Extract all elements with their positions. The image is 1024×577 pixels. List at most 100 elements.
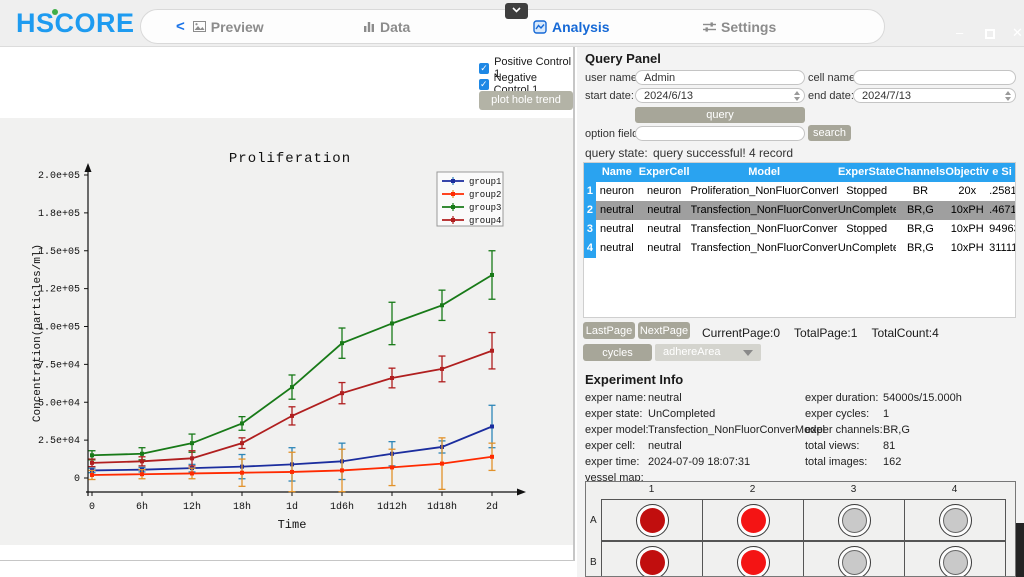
column-header[interactable]: Model	[748, 166, 781, 178]
bar-chart-icon	[364, 21, 374, 32]
svg-text:group3: group3	[469, 203, 501, 213]
table-cell: Transfection_NonFluorConverModel	[690, 242, 838, 254]
table-cell: neutral	[647, 223, 681, 235]
plot-hole-trend-button[interactable]: plot hole trend	[479, 91, 573, 110]
maximize-button[interactable]	[985, 29, 995, 39]
svg-text:1d18h: 1d18h	[427, 501, 457, 513]
end-date-input[interactable]	[853, 88, 1016, 103]
query-panel-title: Query Panel	[585, 51, 661, 66]
column-header[interactable]: e Si	[992, 166, 1012, 178]
collapse-menu-button[interactable]	[505, 3, 528, 19]
column-header[interactable]: Channels	[895, 166, 946, 178]
user-name-input[interactable]	[635, 70, 805, 85]
next-page-button[interactable]: NextPage	[638, 322, 690, 339]
svg-text:group1: group1	[469, 177, 501, 187]
cycles-button[interactable]: cycles	[583, 344, 652, 361]
well-fill	[942, 549, 968, 575]
table-cell: 10xPH	[950, 223, 984, 235]
adhere-area-select[interactable]: adhereArea	[655, 344, 761, 361]
positive-control-checkbox[interactable]: ✓ Positive Control 1	[479, 56, 573, 80]
info-label: exper time:	[585, 456, 640, 468]
status-dot-icon	[52, 9, 58, 15]
option-field-input[interactable]	[635, 126, 805, 141]
cell-name-input[interactable]	[853, 70, 1016, 85]
well[interactable]	[837, 545, 871, 576]
minimize-button[interactable]: –	[956, 25, 964, 40]
info-value: BR,G	[883, 424, 910, 436]
well[interactable]	[635, 503, 669, 537]
vessel-cell	[601, 499, 703, 541]
well[interactable]	[938, 503, 972, 537]
start-date-input[interactable]	[635, 88, 805, 103]
end-date-label: end date:	[808, 90, 854, 102]
info-value: 2024-07-09 18:07:31	[648, 456, 751, 468]
well[interactable]	[736, 545, 770, 576]
tab-data[interactable]: Data	[363, 10, 410, 43]
tab-settings[interactable]: Settings	[703, 10, 776, 43]
experiment-info-left: exper name: neutral exper state: UnComplete…	[585, 390, 825, 486]
info-value: neutral	[648, 440, 682, 452]
table-header-row: Name ExperCell Model ExperState Channels Obje…	[584, 163, 1015, 182]
query-state-value: query successful! 4 record	[653, 146, 794, 160]
svg-text:group2: group2	[469, 190, 501, 200]
svg-text:Time: Time	[278, 518, 307, 532]
table-cell: neuron	[599, 185, 634, 197]
vessel-cell	[601, 541, 703, 576]
table-row[interactable]: 1 neuron neuron Proliferation_NonFluorConve…	[584, 182, 1015, 201]
checkbox-checked-icon[interactable]: ✓	[479, 78, 489, 90]
svg-text:2.5e+04: 2.5e+04	[38, 436, 80, 447]
sliders-icon	[703, 21, 716, 32]
vessel-column-label: 4	[951, 484, 958, 495]
app-logo: HSCORE	[16, 8, 135, 38]
cell-name-label: cell name:	[808, 72, 859, 84]
tab-preview[interactable]: < Preview	[176, 10, 264, 43]
line-chart-icon	[533, 19, 547, 34]
vessel-row-label: A	[590, 514, 597, 526]
last-page-button[interactable]: LastPage	[583, 322, 635, 339]
well[interactable]	[837, 503, 871, 537]
table-row[interactable]: 2 neutral neutral Transfection_NonFluorConv…	[584, 201, 1015, 220]
table-cell: neutral	[595, 201, 638, 220]
row-number: 1	[584, 182, 596, 201]
tab-analysis[interactable]: Analysis	[533, 10, 610, 43]
query-state-label: query state:	[585, 146, 648, 160]
proliferation-chart: Proliferation Time Concentration(particles…	[32, 151, 526, 532]
table-cell: .4671	[989, 201, 1015, 220]
well-fill	[841, 507, 867, 533]
info-row: exper state: UnCompleted	[585, 406, 807, 422]
table-cell: BR,G	[906, 223, 934, 235]
vertical-scrollbar[interactable]	[1016, 523, 1024, 577]
vessel-cell	[904, 499, 1006, 541]
info-row: exper cell: neutral	[585, 438, 807, 454]
column-header[interactable]: ExperState	[837, 166, 896, 178]
table-row[interactable]: 3 neutral neutral Transfection_NonFluorConv…	[584, 220, 1015, 239]
query-button[interactable]: query	[635, 107, 805, 123]
svg-text:1d: 1d	[286, 501, 298, 513]
tab-label: Data	[380, 18, 411, 35]
well[interactable]	[938, 545, 972, 576]
series-group3	[88, 250, 496, 461]
search-button[interactable]: search	[808, 125, 851, 141]
table-row[interactable]: 4 neutral neutral Transfection_NonFluorConv…	[584, 239, 1015, 258]
experiment-info-right: exper duration: 54000s/15.000h exper cycle…	[805, 390, 1020, 470]
well[interactable]	[635, 545, 669, 576]
table-cell: neutral	[600, 242, 634, 254]
svg-text:0: 0	[74, 474, 80, 485]
tab-label: Settings	[721, 18, 777, 35]
well[interactable]	[736, 503, 770, 537]
back-arrow-icon[interactable]: <	[176, 18, 185, 35]
title-bar: HSCORE < Preview Data Analysis	[0, 0, 1024, 47]
date-spinner[interactable]	[792, 91, 802, 101]
checkbox-checked-icon[interactable]: ✓	[479, 62, 490, 74]
vessel-map: 1 2 3 4 A B	[585, 481, 1016, 577]
svg-text:0: 0	[89, 502, 95, 513]
info-label: exper duration:	[805, 392, 879, 404]
date-spinner[interactable]	[1003, 91, 1013, 101]
total-page: TotalPage:1	[794, 326, 858, 340]
column-header[interactable]: Name	[601, 166, 632, 178]
close-button[interactable]: ✕	[1012, 25, 1023, 40]
svg-text:Concentration(particles/ml): Concentration(particles/ml)	[32, 244, 44, 422]
column-header[interactable]: ExperCell	[638, 166, 690, 178]
well-fill	[639, 549, 665, 575]
